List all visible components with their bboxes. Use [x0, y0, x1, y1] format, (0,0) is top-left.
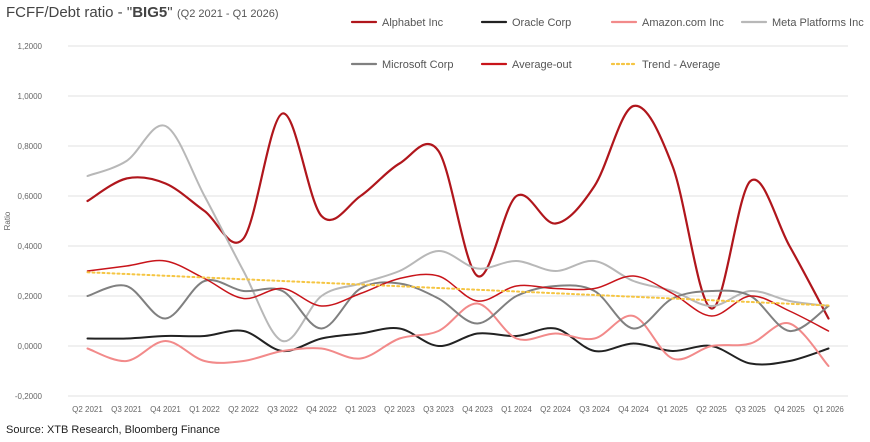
chart-title: FCFF/Debt ratio - "BIG5" (Q2 2021 - Q1 2… [6, 4, 279, 22]
x-tick-label: Q3 2021 [111, 405, 142, 414]
source-note: Source: XTB Research, Bloomberg Finance [6, 424, 220, 436]
legend-label-average-out: Average-out [512, 59, 572, 71]
title-text: FCFF/Debt ratio - " [6, 4, 133, 21]
y-tick-label: 1,2000 [18, 42, 43, 51]
x-tick-label: Q2 2021 [72, 405, 103, 414]
x-tick-label: Q3 2023 [423, 405, 454, 414]
y-tick-label: 0,0000 [18, 342, 43, 351]
x-tick-label: Q2 2023 [384, 405, 415, 414]
y-tick-label: 1,0000 [18, 92, 43, 101]
x-tick-label: Q1 2022 [189, 405, 220, 414]
y-tick-label: -0,2000 [15, 392, 43, 401]
x-tick-label: Q1 2026 [813, 405, 844, 414]
y-tick-label: 0,2000 [18, 292, 43, 301]
x-tick-label: Q1 2025 [657, 405, 688, 414]
series-line-oracle-corp [86, 327, 830, 366]
x-tick-label: Q2 2022 [228, 405, 259, 414]
y-axis-label: Ratio [3, 211, 12, 230]
x-tick-label: Q1 2024 [501, 405, 532, 414]
legend-label-alphabet-inc: Alphabet Inc [382, 17, 444, 29]
y-tick-label: 0,8000 [18, 142, 43, 151]
title-suffix-text: " [167, 4, 173, 21]
series-line-trend-average [86, 271, 830, 307]
x-tick-label: Q3 2022 [267, 405, 298, 414]
title-bold-text: BIG5 [132, 4, 168, 21]
chart-subtitle: (Q2 2021 - Q1 2026) [176, 8, 279, 20]
x-tick-label: Q2 2024 [540, 405, 571, 414]
x-tick-label: Q2 2025 [696, 405, 727, 414]
legend-label-trend-average: Trend - Average [642, 59, 720, 71]
x-tick-label: Q4 2023 [462, 405, 493, 414]
series-line-alphabet-inc [86, 104, 830, 320]
x-tick-label: Q1 2023 [345, 405, 376, 414]
x-tick-label: Q3 2024 [579, 405, 610, 414]
x-tick-label: Q4 2021 [150, 405, 181, 414]
legend-label-oracle-corp: Oracle Corp [512, 17, 571, 29]
x-tick-label: Q4 2022 [306, 405, 337, 414]
legend-label-microsoft-corp: Microsoft Corp [382, 59, 454, 71]
y-tick-label: 0,4000 [18, 242, 43, 251]
series-line-meta-platforms-inc [86, 124, 830, 343]
legend-label-meta-platforms-inc: Meta Platforms Inc [772, 17, 864, 29]
legend-label-amazon-com-inc: Amazon.com Inc [642, 17, 724, 29]
x-tick-label: Q4 2024 [618, 405, 649, 414]
y-tick-label: 0,6000 [18, 192, 43, 201]
x-tick-label: Q3 2025 [735, 405, 766, 414]
x-tick-label: Q4 2025 [774, 405, 805, 414]
